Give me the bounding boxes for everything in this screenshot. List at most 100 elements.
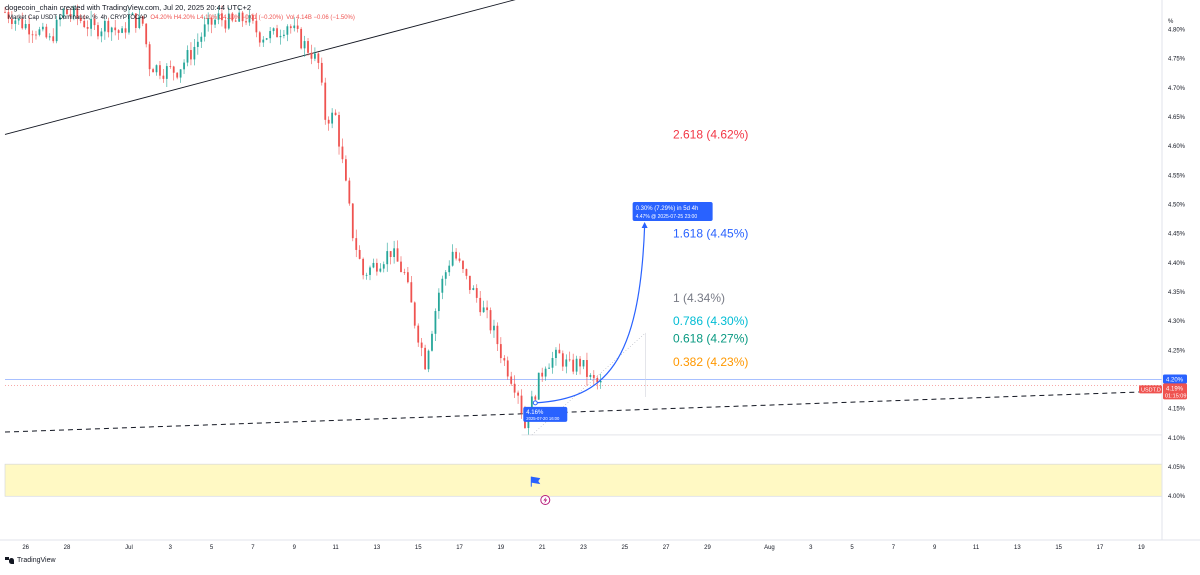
reference-price-text: 4.20% [1166, 378, 1184, 384]
price-tick-label: 4.00% [1168, 494, 1186, 500]
candle-body [272, 28, 275, 32]
candle-body [451, 251, 454, 266]
candle-body [458, 258, 461, 261]
candle-body [420, 342, 423, 348]
price-tick-label: 4.80% [1168, 27, 1186, 33]
axis-layer: % 4.80% 4.75% 4.70% 4.65% 4.60% 4.55% 4.50% 4.45… [0, 0, 1200, 551]
candle-body [227, 13, 230, 29]
candle-body [345, 159, 347, 181]
candle-body [406, 272, 409, 283]
candle-body [55, 19, 58, 42]
price-tick-label: 4.25% [1168, 348, 1186, 354]
price-tick-label: 4.50% [1168, 202, 1186, 208]
candle-body [59, 17, 61, 20]
candle-body [589, 374, 592, 377]
candle-body [482, 307, 485, 313]
candle-body [327, 119, 330, 124]
candle-body [324, 82, 327, 120]
candle-body [35, 34, 37, 36]
candle-body [351, 203, 354, 239]
fib-level-label: 0.786 (4.30%) [673, 314, 748, 328]
candle-body [38, 29, 41, 35]
symbol-name[interactable]: Market Cap USDT Dominance, % [8, 15, 98, 21]
candle-body [28, 23, 31, 35]
price-tick-label: 4.15% [1168, 407, 1186, 413]
candle-body [69, 14, 72, 17]
candle-body [520, 395, 523, 414]
candle-body [489, 310, 492, 331]
candle-body [475, 288, 478, 298]
candle-body [496, 325, 499, 345]
candle-body [441, 278, 444, 293]
candle-body [79, 17, 82, 21]
price-tick-label: 4.65% [1168, 115, 1186, 121]
time-tick-label: 9 [933, 545, 937, 551]
time-tick-label: Aug [764, 545, 775, 551]
candle-body [31, 34, 34, 36]
candle-body [575, 358, 578, 372]
candle-body [48, 36, 51, 38]
time-tick-label: 27 [663, 545, 670, 551]
candle-body [134, 13, 137, 28]
support-trendline [4, 390, 1163, 433]
price-tick-label: 4.30% [1168, 319, 1186, 325]
candle-body [14, 20, 17, 24]
candle-body [386, 251, 389, 265]
candle-body [551, 358, 554, 368]
candle-body [437, 292, 440, 312]
candle-body [465, 269, 468, 276]
candle-body [179, 69, 182, 78]
candle-body [599, 380, 602, 383]
annotation-layer: 2.618 (4.62%) 1.618 (4.45%) 1 (4.34%) 0.786… [523, 127, 748, 505]
candle-body [145, 23, 148, 45]
reference-price-tag [1163, 374, 1187, 384]
countdown-text: 01:15:09 [1165, 393, 1186, 399]
candle-body [410, 282, 413, 303]
candle-body [141, 16, 144, 24]
candle-body [52, 36, 55, 42]
candle-body [286, 26, 289, 35]
candle-body [389, 251, 392, 257]
low-date-label: 2025-07-20 16:00 [526, 416, 560, 421]
time-tick-label: 17 [1097, 545, 1104, 551]
candle-body [379, 268, 382, 272]
candle-body [544, 368, 547, 377]
price-tick-label: 4.55% [1168, 173, 1186, 179]
candle-body [238, 12, 241, 22]
candle-body [348, 180, 351, 204]
projection-arrowhead [641, 221, 648, 228]
candle-body [258, 32, 261, 43]
candle-body [165, 66, 168, 79]
time-tick-label: 19 [498, 545, 505, 551]
candle-body [90, 18, 92, 29]
tradingview-footer: TradingView [5, 557, 56, 564]
chart-credit: dogecoin_chain created with TradingView.… [5, 3, 252, 12]
candle-body [596, 377, 599, 383]
candle-body [434, 311, 437, 334]
candle-body [510, 376, 513, 384]
candle-body [41, 26, 44, 30]
candle-body [565, 359, 568, 367]
time-tick-label: 17 [456, 545, 463, 551]
candle-body [117, 30, 120, 33]
candle-body [4, 11, 6, 13]
candle-body [448, 265, 451, 273]
fib-level-label: 0.618 (4.27%) [673, 332, 748, 346]
low-label: 4.16% [526, 410, 544, 416]
time-tick-label: 7 [892, 545, 896, 551]
time-tick-label: 3 [809, 545, 813, 551]
symbol-tag-text: USDT.D [1141, 387, 1161, 393]
time-tick-label: 9 [293, 545, 297, 551]
candle-body [503, 358, 506, 361]
candle-body [455, 251, 457, 259]
candle-body [506, 360, 509, 377]
interval-label[interactable]: 4h [100, 15, 108, 21]
candle-body [296, 25, 299, 29]
candle-body [338, 115, 340, 147]
candle-body [303, 41, 306, 49]
candle-body [183, 62, 185, 70]
time-tick-label: 23 [580, 545, 587, 551]
candle-body [555, 349, 557, 359]
candle-body [265, 38, 268, 40]
